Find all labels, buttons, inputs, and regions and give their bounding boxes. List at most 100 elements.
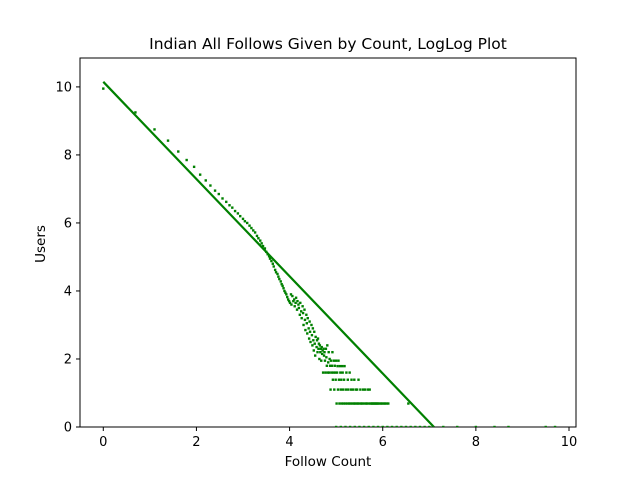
- data-point: [305, 313, 308, 316]
- data-point: [355, 388, 359, 391]
- data-point: [313, 354, 317, 357]
- data-point: [322, 347, 325, 350]
- data-point: [316, 350, 319, 354]
- data-point: [333, 388, 336, 391]
- data-point: [306, 316, 309, 320]
- data-point: [298, 313, 302, 316]
- data-point: [320, 345, 323, 349]
- data-point: [185, 158, 188, 162]
- data-point: [268, 257, 272, 260]
- data-point: [381, 402, 384, 405]
- data-point: [340, 378, 343, 381]
- y-tick-label: 8: [64, 148, 72, 163]
- data-point: [390, 425, 394, 427]
- data-point: [334, 425, 338, 427]
- data-point: [376, 425, 380, 427]
- data-point: [382, 402, 385, 405]
- data-point: [302, 323, 305, 327]
- data-point: [320, 359, 323, 362]
- data-point: [311, 327, 315, 330]
- data-point: [329, 359, 333, 362]
- data-point: [263, 247, 267, 250]
- data-point: [271, 262, 275, 265]
- data-point: [276, 272, 279, 276]
- data-point: [336, 388, 340, 391]
- data-point: [366, 388, 370, 391]
- data-point: [343, 364, 346, 368]
- data-point: [368, 388, 371, 391]
- data-point: [273, 268, 277, 272]
- data-point: [316, 337, 320, 340]
- data-point: [228, 204, 231, 207]
- data-point: [418, 425, 422, 427]
- data-point: [312, 349, 315, 352]
- data-point: [318, 357, 321, 361]
- data-point: [341, 364, 344, 368]
- data-point: [308, 330, 312, 333]
- data-point: [326, 344, 329, 347]
- data-point: [383, 402, 387, 405]
- data-point: [346, 378, 349, 381]
- data-point: [351, 402, 354, 405]
- data-point: [153, 128, 156, 131]
- data-point: [279, 280, 282, 283]
- data-point: [309, 340, 312, 344]
- data-point: [328, 357, 331, 361]
- data-point: [301, 311, 305, 315]
- data-point: [346, 402, 349, 405]
- data-point: [362, 402, 366, 405]
- data-point: [297, 306, 301, 310]
- y-tick-label: 4: [64, 284, 72, 299]
- data-point: [344, 388, 348, 391]
- data-point: [259, 239, 262, 242]
- data-point: [290, 303, 293, 306]
- data-point: [323, 350, 326, 354]
- y-axis-label: Users: [33, 225, 49, 263]
- data-point: [319, 350, 322, 354]
- data-point: [339, 425, 343, 427]
- data-point: [308, 320, 311, 323]
- data-point: [317, 347, 320, 350]
- data-point: [323, 359, 327, 362]
- data-point: [327, 371, 331, 374]
- data-point: [209, 184, 212, 187]
- data-point: [221, 197, 224, 200]
- data-point: [456, 425, 459, 427]
- data-point: [248, 224, 251, 227]
- data-point: [344, 425, 347, 427]
- data-point: [299, 301, 302, 305]
- data-point: [252, 229, 255, 232]
- data-point: [292, 299, 295, 303]
- data-point: [376, 402, 380, 405]
- data-point: [544, 425, 547, 427]
- data-point: [354, 402, 357, 405]
- data-point: [295, 308, 299, 311]
- data-point: [334, 371, 337, 374]
- data-point: [291, 294, 294, 298]
- data-point: [363, 388, 367, 391]
- data-point: [286, 295, 289, 299]
- data-point: [245, 221, 249, 225]
- data-point: [300, 310, 303, 313]
- data-point: [332, 371, 335, 374]
- data-point: [407, 402, 410, 405]
- data-point: [335, 402, 338, 405]
- data-point: [233, 209, 237, 213]
- data-point: [329, 388, 332, 391]
- data-point: [294, 301, 297, 305]
- data-point: [319, 347, 322, 350]
- data-point: [386, 425, 389, 427]
- data-point: [325, 364, 329, 367]
- data-point: [260, 242, 263, 245]
- data-point: [344, 402, 347, 405]
- data-point: [318, 344, 322, 347]
- data-point: [306, 332, 309, 335]
- data-point: [293, 305, 296, 308]
- data-point: [285, 293, 288, 296]
- data-point: [253, 231, 257, 234]
- data-point: [409, 425, 412, 427]
- x-tick-label: 6: [379, 435, 387, 450]
- data-point: [324, 371, 327, 374]
